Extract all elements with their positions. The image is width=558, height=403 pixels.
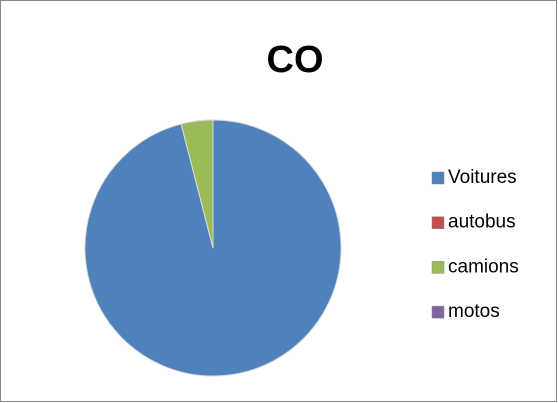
legend-swatch	[431, 216, 445, 229]
legend-label: Voitures	[448, 167, 517, 188]
legend-label: motos	[448, 301, 500, 322]
legend-label: autobus	[448, 212, 516, 233]
chart-title: CO	[267, 39, 324, 81]
legend-swatch	[431, 171, 445, 185]
legend-swatch	[431, 305, 445, 319]
legend-label: camions	[448, 256, 519, 277]
legend-swatch	[431, 261, 445, 274]
